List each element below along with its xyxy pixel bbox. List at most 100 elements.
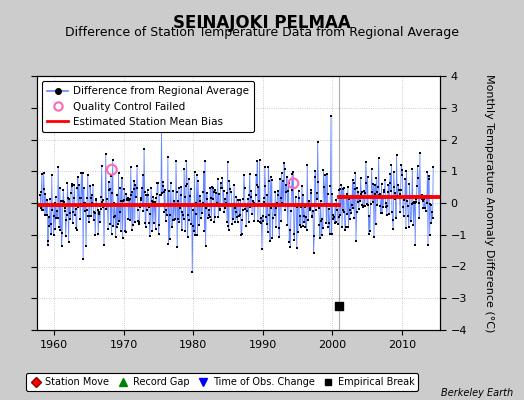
Point — [294, 229, 302, 235]
Point — [216, 206, 224, 213]
Point — [380, 189, 389, 196]
Point — [182, 183, 190, 190]
Point — [115, 218, 123, 224]
Point — [284, 188, 292, 194]
Point — [158, 178, 167, 185]
Point — [178, 209, 187, 215]
Point — [314, 205, 323, 211]
Point — [418, 195, 426, 202]
Point — [44, 238, 52, 244]
Point — [168, 217, 177, 223]
Point — [64, 238, 73, 245]
Point — [191, 232, 199, 238]
Point — [314, 179, 322, 185]
Point — [311, 174, 319, 180]
Point — [62, 217, 70, 223]
Point — [235, 197, 243, 203]
Point — [219, 202, 227, 208]
Point — [239, 196, 247, 202]
Point — [369, 180, 378, 187]
Point — [309, 208, 317, 214]
Point — [101, 202, 109, 209]
Point — [59, 187, 68, 193]
Point — [177, 184, 185, 190]
Point — [249, 202, 257, 208]
Point — [400, 197, 408, 204]
Point — [201, 242, 210, 249]
Point — [47, 231, 56, 238]
Point — [308, 213, 316, 219]
Point — [226, 186, 234, 192]
Point — [265, 212, 274, 218]
Point — [394, 182, 402, 189]
Point — [307, 186, 315, 193]
Point — [420, 196, 429, 202]
Point — [38, 207, 47, 213]
Point — [98, 198, 106, 205]
Point — [202, 205, 211, 212]
Point — [409, 200, 417, 206]
Point — [392, 152, 401, 158]
Point — [97, 194, 105, 200]
Point — [122, 229, 130, 236]
Point — [176, 204, 184, 211]
Point — [257, 214, 266, 221]
Point — [221, 195, 229, 202]
Point — [251, 202, 259, 208]
Point — [324, 224, 332, 230]
Point — [145, 204, 153, 210]
Point — [416, 194, 424, 200]
Point — [299, 192, 308, 198]
Point — [200, 228, 209, 234]
Point — [241, 184, 249, 191]
Point — [258, 213, 267, 219]
Point — [416, 150, 424, 156]
Point — [385, 211, 394, 218]
Point — [107, 231, 116, 237]
Point — [238, 217, 246, 223]
Point — [330, 220, 339, 226]
Point — [311, 168, 320, 174]
Point — [315, 222, 324, 228]
Point — [336, 212, 344, 218]
Point — [344, 224, 353, 230]
Point — [196, 198, 204, 204]
Point — [391, 190, 400, 196]
Point — [169, 217, 178, 224]
Point — [318, 215, 326, 222]
Point — [260, 195, 268, 201]
Point — [276, 176, 284, 182]
Point — [361, 190, 369, 196]
Point — [220, 188, 228, 194]
Point — [55, 224, 63, 230]
Point — [217, 185, 226, 192]
Point — [118, 175, 126, 182]
Point — [278, 200, 287, 206]
Point — [89, 182, 97, 188]
Point — [341, 224, 350, 230]
Point — [301, 204, 309, 211]
Point — [129, 222, 137, 228]
Point — [402, 168, 411, 174]
Point — [396, 209, 405, 215]
Point — [99, 197, 107, 203]
Point — [414, 200, 423, 206]
Point — [318, 231, 326, 238]
Point — [345, 216, 354, 222]
Point — [366, 228, 374, 234]
Point — [410, 200, 419, 206]
Point — [179, 212, 187, 218]
Point — [274, 187, 282, 194]
Point — [257, 219, 265, 226]
Point — [397, 187, 405, 193]
Point — [376, 203, 385, 210]
Point — [378, 210, 386, 216]
Point — [187, 221, 195, 228]
Point — [152, 195, 160, 201]
Point — [134, 218, 143, 224]
Point — [69, 208, 78, 215]
Point — [403, 202, 412, 209]
Point — [285, 180, 293, 186]
Point — [117, 197, 126, 204]
Point — [399, 204, 407, 210]
